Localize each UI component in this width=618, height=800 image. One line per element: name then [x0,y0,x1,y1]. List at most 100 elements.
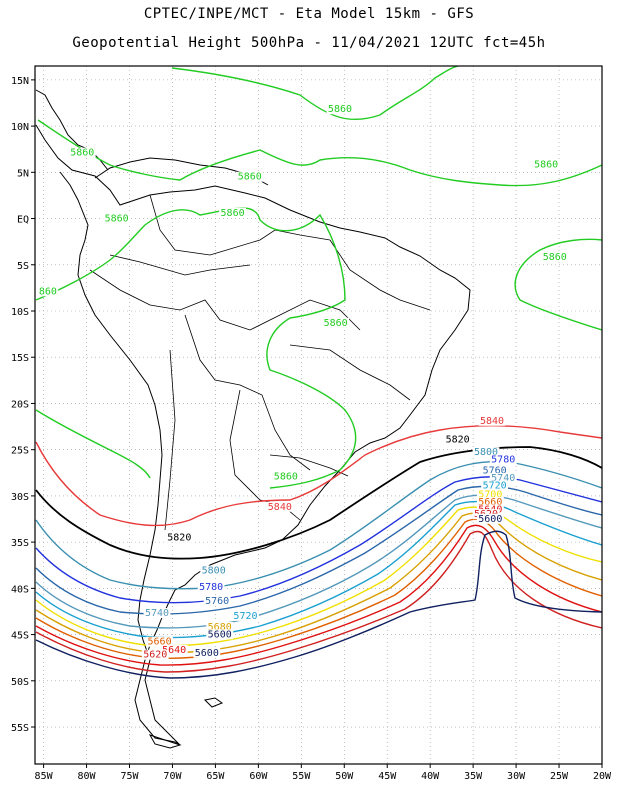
x-tick-label: 55W [292,771,311,782]
contour-label: 5620 [143,650,167,661]
contour-label-bg [532,159,560,170]
contour-label-bg [193,647,221,658]
contour-label-bg [444,434,472,445]
contour-label-bg [232,610,259,621]
x-tick-label: 75W [120,771,139,782]
y-tick-label: 20S [11,399,29,410]
contour-label: 5760 [205,596,229,607]
y-tick-label: 50S [11,677,29,688]
contour-label-bg [206,621,234,632]
contour-label-bg [141,649,169,660]
contour-label-bg [165,532,193,543]
contour-5860-south [35,409,151,479]
contour-label: 5840 [480,416,504,427]
contour-5740 [35,494,602,629]
contour-label: 5860 [70,148,94,159]
contour-label-bg [476,489,504,500]
south-america-coastline [35,124,471,746]
contour-label: 5800 [474,447,498,458]
contour-5860-north [171,66,459,121]
y-tick-label: 40S [11,584,29,595]
contour-label-bg [272,471,300,482]
contour-label: 5860 [274,471,298,482]
y-tick-label: 5N [17,168,29,179]
y-tick-label: 55S [11,723,29,734]
contour-label-bg [68,147,96,158]
contour-label: 5780 [199,582,223,593]
contour-label: 5780 [491,455,515,466]
contour-label-bg [37,286,59,297]
contour-5600 [35,530,602,679]
contour-label: 5860 [105,213,129,224]
contour-label: 5660 [148,637,172,648]
contour-label-bg [160,645,188,656]
y-tick-label: 45S [11,631,29,642]
x-tick-label: 65W [206,771,225,782]
contour-label: 5600 [195,648,219,659]
contour-5780 [35,476,602,604]
y-tick-label: 35S [11,538,29,549]
contour-label: 5640 [162,645,186,656]
contour-layer [35,66,602,679]
contour-label: 5860 [534,160,558,171]
y-tick-label: EQ [17,215,29,226]
contour-label-bg [146,636,173,647]
contour-label-bg [481,480,509,491]
x-tick-label: 70W [163,771,182,782]
contour-label: 5820 [167,532,191,543]
contour-label: 5680 [208,622,232,633]
contour-label: 5600 [208,629,232,640]
contour-label: 5740 [491,473,515,484]
contour-5760 [35,485,602,615]
contour-5700 [35,506,602,647]
contour-label: 5720 [483,480,507,491]
contour-label: 5600 [478,514,502,525]
y-tick-label: 5S [17,261,29,272]
contour-label-bg [266,501,294,512]
x-tick-label: 35W [464,771,483,782]
contour-label: 5660 [478,497,502,508]
falkland-islands [203,697,224,708]
x-tick-label: 45W [378,771,397,782]
x-tick-label: 25W [550,771,569,782]
contour-label-bg [197,582,225,593]
contour-label-bg [143,608,171,619]
contour-label: 5720 [233,611,257,622]
contour-label: 5860 [328,104,352,115]
contour-5840 [35,424,602,527]
contour-labels: 5860 5860 5860 5860 5860 5860 5860 860 5860 5860 5… [37,104,569,661]
contour-label-bg [481,465,509,476]
contour-label-bg [200,565,228,576]
contour-label-bg [541,252,569,263]
contour-label: 5820 [446,434,470,445]
country-borders [89,194,431,531]
y-tick-label: 15S [11,353,29,364]
contour-label-bg [206,629,234,640]
contour-label: 860 [39,286,57,297]
y-tick-label: 30S [11,492,29,503]
y-tick-label: 10N [11,122,29,133]
y-tick-label: 15N [11,76,29,87]
x-tick-label: 30W [507,771,526,782]
contour-label-bg [476,513,504,524]
contour-label: 5860 [238,172,262,183]
contour-5720 [35,500,602,639]
contour-label: 5860 [324,318,348,329]
contour-label-bg [219,207,246,218]
axis-ticks: 85W 80W 75W 70W 65W 60W 55W 50W 45W 40W 35W 30W 25W 2… [11,76,612,782]
contour-5860-west [35,207,357,489]
contour-5860-east [514,238,602,331]
contour-label: 5800 [202,566,226,577]
contour-label-bg [322,317,350,328]
y-tick-label: 25S [11,446,29,457]
contour-label: 5700 [478,490,502,501]
central-america-coastline [35,89,109,171]
x-tick-label: 60W [249,771,268,782]
contour-5860-amazon [37,119,602,187]
x-tick-label: 85W [35,771,54,782]
contour-label-bg [472,447,500,458]
contour-5820 [35,446,602,560]
x-tick-label: 20W [593,771,612,782]
contour-label-bg [203,596,231,607]
